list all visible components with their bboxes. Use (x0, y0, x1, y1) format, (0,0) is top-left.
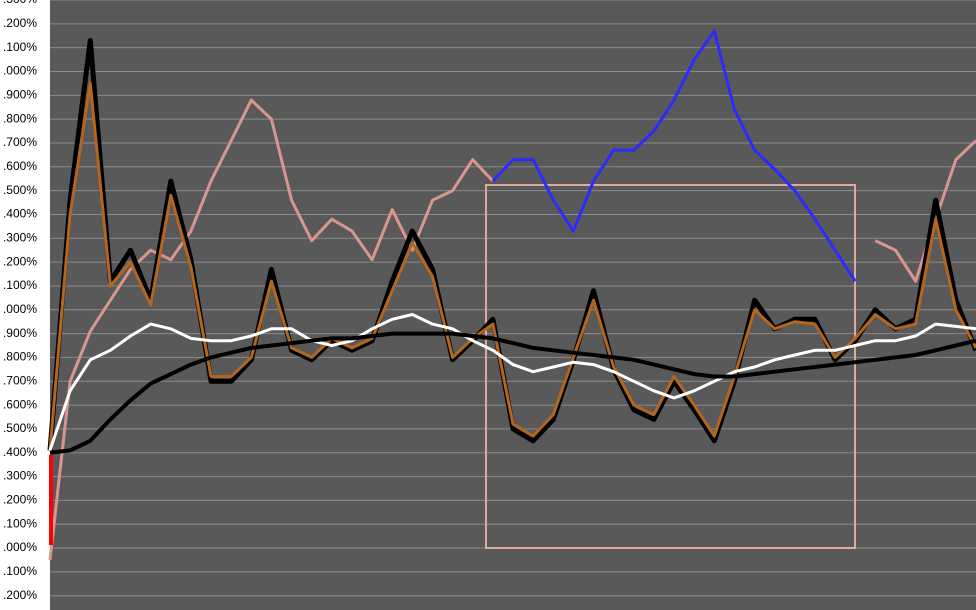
y-tick-label: .300% (3, 0, 37, 6)
series-line (49, 331, 976, 455)
series-line (48, 313, 976, 451)
y-tick-label: .900% (3, 326, 37, 340)
y-tick-label: .500% (3, 183, 37, 197)
y-tick-label: .700% (3, 135, 37, 149)
y-tick-label: .100% (3, 40, 37, 54)
y-tick-label: .200% (3, 254, 37, 268)
highlight-box (485, 184, 856, 549)
y-tick-label: .100% (3, 564, 37, 578)
y-tick-label: .600% (3, 397, 37, 411)
y-tick-label: .000% (3, 64, 37, 78)
y-tick-label: .300% (3, 469, 37, 483)
y-tick-label: .400% (3, 445, 37, 459)
series-line (491, 29, 857, 283)
y-tick-label: .400% (3, 207, 37, 221)
lines (47, 29, 976, 561)
y-tick-label: .500% (3, 421, 37, 435)
y-tick-label: .200% (3, 588, 37, 602)
y-tick-label: .800% (3, 350, 37, 364)
y-tick-label: .200% (3, 16, 37, 30)
y-tick-label: .700% (3, 373, 37, 387)
y-tick-label: .600% (3, 159, 37, 173)
y-tick-label: .300% (3, 230, 37, 244)
y-axis: .300% .200% .100% .000% .900% .800% .700% .600%… (3, 0, 37, 602)
y-tick-label: .200% (3, 493, 37, 507)
plot-area (50, 0, 976, 610)
y-tick-label: .800% (3, 111, 37, 125)
y-tick-label: .900% (3, 87, 37, 101)
y-tick-label: .100% (3, 278, 37, 292)
y-tick-label: .000% (3, 540, 37, 554)
y-tick-label: .100% (3, 516, 37, 530)
y-tick-label: .000% (3, 302, 37, 316)
